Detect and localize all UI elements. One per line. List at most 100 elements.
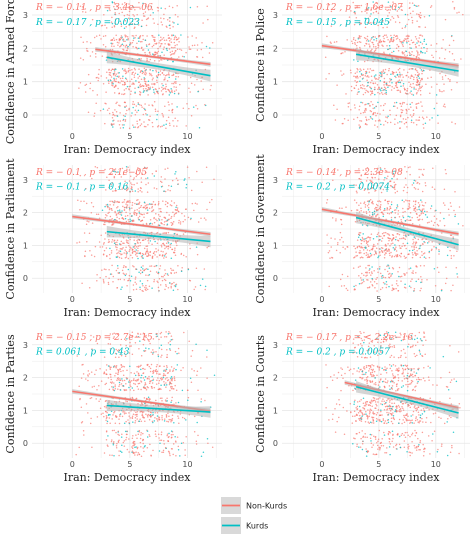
point-non-kurds: [106, 444, 109, 446]
point-non-kurds: [420, 213, 422, 215]
point-non-kurds: [168, 74, 170, 76]
point-non-kurds: [166, 379, 169, 382]
point-non-kurds: [403, 87, 406, 89]
point-non-kurds: [375, 189, 377, 192]
point-non-kurds: [206, 377, 208, 379]
point-kurds: [440, 289, 443, 292]
point-non-kurds: [131, 204, 134, 206]
point-non-kurds: [137, 198, 139, 201]
point-non-kurds: [149, 265, 151, 267]
point-non-kurds: [184, 218, 186, 221]
point-non-kurds: [414, 68, 417, 71]
point-non-kurds: [415, 45, 417, 48]
point-non-kurds: [354, 247, 357, 250]
y-tick-label: 1: [23, 78, 28, 87]
point-non-kurds: [402, 189, 405, 192]
point-non-kurds: [196, 56, 199, 58]
point-kurds: [410, 90, 412, 92]
point-non-kurds: [131, 220, 134, 223]
point-non-kurds: [382, 89, 384, 92]
point-non-kurds: [104, 383, 106, 386]
point-kurds: [369, 116, 372, 118]
point-non-kurds: [365, 275, 367, 277]
point-non-kurds: [130, 185, 133, 188]
point-kurds: [424, 213, 427, 216]
point-non-kurds: [177, 417, 180, 419]
point-non-kurds: [140, 78, 143, 80]
point-kurds: [173, 232, 176, 235]
point-kurds: [134, 190, 137, 192]
point-non-kurds: [397, 284, 399, 287]
point-non-kurds: [359, 232, 362, 234]
point-non-kurds: [108, 68, 110, 71]
point-non-kurds: [423, 168, 425, 171]
point-non-kurds: [167, 412, 169, 414]
point-non-kurds: [110, 273, 113, 275]
point-kurds: [185, 183, 188, 186]
point-non-kurds: [397, 50, 400, 52]
point-non-kurds: [129, 212, 131, 215]
point-non-kurds: [123, 388, 125, 391]
annotation-non-kurds: R = − 0.11 , p = 3.4e−06: [35, 3, 153, 13]
point-non-kurds: [107, 445, 109, 448]
point-kurds: [364, 17, 366, 20]
point-non-kurds: [156, 75, 158, 78]
point-non-kurds: [133, 382, 135, 385]
point-non-kurds: [382, 398, 384, 400]
point-non-kurds: [421, 204, 424, 207]
point-non-kurds: [366, 74, 369, 77]
point-kurds: [170, 257, 173, 259]
point-non-kurds: [139, 269, 142, 271]
point-non-kurds: [402, 45, 404, 47]
point-non-kurds: [111, 68, 114, 70]
point-kurds: [408, 285, 411, 287]
point-non-kurds: [364, 74, 367, 77]
point-non-kurds: [191, 349, 194, 352]
point-non-kurds: [104, 168, 106, 171]
point-non-kurds: [160, 433, 163, 436]
point-non-kurds: [386, 283, 388, 286]
point-non-kurds: [113, 5, 115, 8]
point-non-kurds: [200, 217, 202, 220]
y-tick-label: 3: [273, 11, 278, 20]
point-kurds: [137, 336, 140, 338]
point-non-kurds: [444, 57, 446, 60]
point-non-kurds: [417, 219, 419, 221]
point-non-kurds: [386, 232, 389, 235]
point-non-kurds: [358, 245, 360, 247]
point-non-kurds: [369, 81, 372, 84]
point-non-kurds: [154, 204, 156, 206]
point-non-kurds: [383, 400, 385, 403]
point-non-kurds: [156, 6, 159, 9]
point-non-kurds: [364, 172, 367, 174]
point-non-kurds: [161, 71, 164, 74]
point-non-kurds: [166, 366, 168, 369]
point-non-kurds: [406, 54, 409, 57]
point-non-kurds: [108, 179, 110, 181]
point-non-kurds: [132, 434, 134, 437]
point-non-kurds: [419, 86, 421, 88]
point-non-kurds: [134, 109, 137, 112]
point-non-kurds: [165, 39, 168, 41]
point-non-kurds: [115, 171, 118, 173]
point-non-kurds: [384, 378, 387, 380]
point-non-kurds: [155, 213, 157, 215]
scatter-points: [324, 0, 464, 129]
point-non-kurds: [148, 223, 151, 226]
point-non-kurds: [376, 441, 378, 444]
point-non-kurds: [411, 2, 414, 4]
point-non-kurds: [86, 40, 88, 43]
point-non-kurds: [124, 72, 127, 75]
point-non-kurds: [112, 113, 115, 116]
regression-line-kurds: [106, 56, 211, 77]
point-non-kurds: [136, 385, 139, 388]
point-non-kurds: [181, 55, 184, 58]
point-non-kurds: [362, 414, 364, 416]
point-non-kurds: [147, 363, 149, 366]
point-non-kurds: [172, 82, 175, 85]
point-non-kurds: [357, 344, 360, 346]
point-non-kurds: [416, 209, 418, 211]
point-non-kurds: [108, 269, 110, 271]
point-non-kurds: [176, 43, 178, 46]
point-non-kurds: [395, 114, 398, 117]
